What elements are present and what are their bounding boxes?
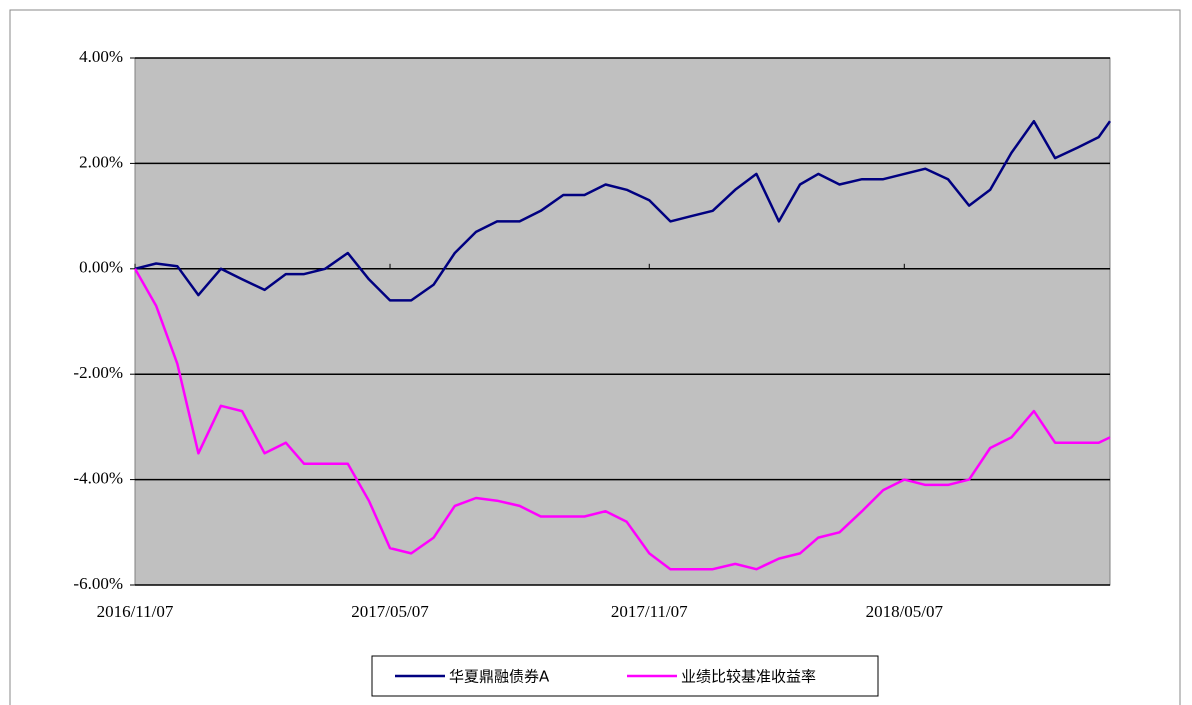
y-tick-label: 4.00% <box>79 47 123 66</box>
x-tick-label: 2018/05/07 <box>866 602 944 621</box>
y-tick-label: -2.00% <box>73 363 123 382</box>
plot-area <box>134 57 1111 586</box>
legend-label: 华夏鼎融债券A <box>449 668 550 686</box>
x-tick-label: 2017/05/07 <box>351 602 429 621</box>
series-line <box>134 119 1112 302</box>
y-tick-label: -6.00% <box>73 574 123 593</box>
x-tick-label: 2016/11/07 <box>97 602 174 621</box>
legend-label: 业绩比较基准收益率 <box>681 668 816 686</box>
series-line <box>133 268 1111 571</box>
y-tick-label: -4.00% <box>73 469 123 488</box>
legend-box <box>371 655 879 697</box>
x-tick-label: 2017/11/07 <box>611 602 688 621</box>
y-tick-label: 2.00% <box>79 152 123 171</box>
y-tick-label: 0.00% <box>79 258 123 277</box>
